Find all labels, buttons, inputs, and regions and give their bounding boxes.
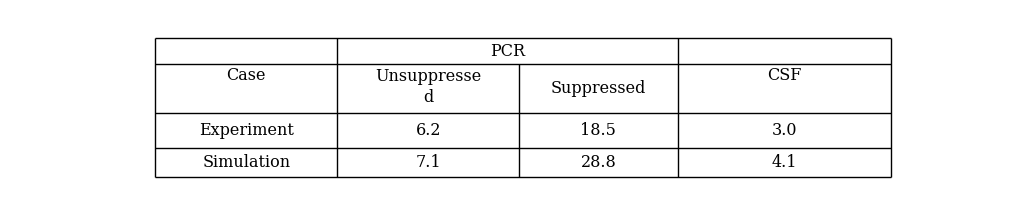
- Text: Experiment: Experiment: [199, 122, 294, 139]
- Text: 28.8: 28.8: [581, 154, 617, 171]
- Text: 18.5: 18.5: [581, 122, 617, 139]
- Text: d: d: [423, 89, 434, 106]
- Text: Unsuppresse: Unsuppresse: [375, 68, 482, 85]
- Text: 4.1: 4.1: [772, 154, 797, 171]
- Text: 7.1: 7.1: [416, 154, 441, 171]
- Text: Simulation: Simulation: [202, 154, 290, 171]
- Text: Case: Case: [227, 67, 266, 84]
- Text: 6.2: 6.2: [416, 122, 441, 139]
- Text: CSF: CSF: [767, 67, 801, 84]
- Text: Suppressed: Suppressed: [550, 80, 646, 97]
- Text: PCR: PCR: [490, 43, 525, 60]
- Text: 3.0: 3.0: [772, 122, 797, 139]
